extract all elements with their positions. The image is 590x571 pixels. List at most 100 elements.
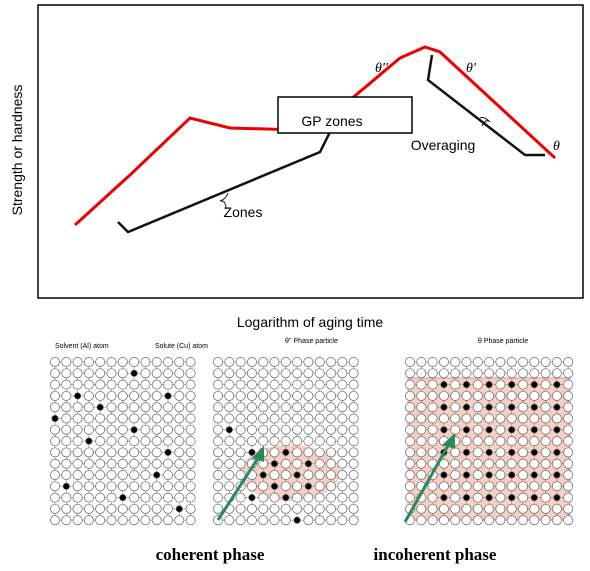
solute-atom — [553, 471, 561, 479]
solvent-atom — [348, 492, 359, 503]
solute-atom — [304, 482, 312, 490]
solvent-atom — [258, 379, 269, 390]
solvent-atom — [129, 470, 140, 480]
solvent-atom — [235, 413, 246, 424]
solvent-atom — [563, 413, 574, 424]
solvent-atom — [83, 390, 94, 401]
solvent-atom — [438, 413, 449, 424]
solvent-atom — [95, 413, 106, 424]
solvent-atom — [540, 436, 551, 447]
solvent-atom — [140, 424, 151, 435]
solvent-atom — [140, 368, 151, 379]
solvent-atom — [484, 368, 495, 379]
solvent-atom — [224, 368, 235, 379]
solvent-atom — [151, 481, 162, 492]
solvent-atom — [246, 413, 257, 424]
solvent-atom — [563, 357, 574, 367]
solvent-atom — [106, 458, 117, 469]
lattices — [50, 357, 574, 526]
solvent-atom — [563, 379, 574, 390]
solvent-atom — [495, 379, 506, 390]
solvent-atom — [337, 379, 348, 390]
solvent-atom — [303, 379, 314, 390]
solvent-atom — [563, 424, 574, 435]
solvent-atom — [140, 515, 151, 526]
solvent-atom — [117, 413, 128, 424]
solvent-atom — [405, 470, 415, 480]
solvent-atom — [72, 515, 83, 526]
solvent-atom — [337, 458, 348, 469]
solvent-atom — [163, 470, 173, 480]
solute-atom — [153, 471, 161, 479]
solvent-atom — [303, 413, 314, 424]
solvent-atom — [140, 470, 151, 480]
solvent-atom — [224, 413, 235, 424]
solvent-atom — [106, 481, 117, 492]
solvent-atom — [427, 402, 438, 413]
solvent-atom — [258, 492, 269, 503]
solvent-atom — [518, 402, 528, 413]
solvent-atom — [540, 413, 551, 424]
solvent-atom — [337, 470, 348, 480]
arrow — [216, 454, 262, 521]
x-label: Logarithm of aging time — [237, 314, 384, 330]
solvent-atom — [50, 402, 60, 413]
solvent-atom — [484, 458, 495, 469]
solvent-atom — [117, 470, 128, 480]
solvent-atom — [495, 424, 506, 435]
solvent-atom — [450, 515, 461, 526]
solvent-atom — [551, 481, 562, 492]
solvent-atom — [314, 503, 325, 514]
solvent-atom — [95, 447, 106, 458]
solvent-atom — [185, 447, 196, 458]
solvent-atom — [348, 515, 359, 526]
solvent-atom — [106, 470, 117, 480]
solvent-atom — [405, 357, 415, 367]
solvent-atom — [185, 368, 196, 379]
solvent-atom — [427, 390, 438, 401]
solvent-atom — [174, 492, 185, 503]
solvent-atom — [269, 357, 280, 367]
solvent-atom — [106, 515, 117, 526]
solvent-atom — [61, 413, 72, 424]
solvent-atom — [427, 413, 438, 424]
solute-atom — [485, 426, 493, 434]
solvent-atom — [405, 402, 415, 413]
solvent-atom — [495, 357, 506, 367]
solvent-atom — [292, 503, 303, 514]
solvent-atom — [50, 481, 60, 492]
solute-atom — [225, 426, 233, 434]
solvent-atom — [416, 515, 427, 526]
solvent-atom — [235, 492, 246, 503]
solvent-atom — [506, 390, 517, 401]
solvent-atom — [224, 470, 235, 480]
solvent-atom — [224, 458, 235, 469]
solvent-atom — [472, 413, 483, 424]
solvent-atom — [472, 492, 483, 503]
solvent-atom — [83, 368, 94, 379]
solute-atom — [530, 426, 538, 434]
solvent-atom — [506, 458, 517, 469]
solvent-atom — [117, 402, 128, 413]
solvent-atom — [95, 515, 106, 526]
solute-atom — [485, 494, 493, 502]
particle-label: θ Phase particle — [478, 338, 528, 345]
solvent-atom — [106, 424, 117, 435]
solvent-atom — [472, 379, 483, 390]
solvent-atom — [72, 357, 83, 367]
solvent-atom — [314, 379, 325, 390]
solvent-atom — [61, 379, 72, 390]
solvent-label: Solvent (Al) atom — [55, 343, 109, 350]
solute-atom — [530, 494, 538, 502]
solute-atom — [508, 403, 516, 411]
solute-atom — [553, 403, 561, 411]
solvent-atom — [326, 458, 336, 469]
solvent-atom — [472, 458, 483, 469]
solvent-atom — [140, 390, 151, 401]
solvent-atom — [540, 424, 551, 435]
solvent-atom — [540, 503, 551, 514]
solvent-atom — [427, 481, 438, 492]
solvent-atom — [213, 424, 223, 435]
solvent-atom — [83, 357, 94, 367]
solvent-atom — [269, 390, 280, 401]
